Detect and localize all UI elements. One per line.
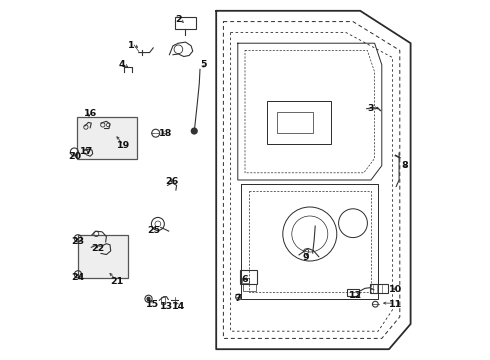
Bar: [347, 289, 360, 296]
Text: 3: 3: [368, 104, 374, 112]
Bar: [370, 284, 388, 293]
Bar: [175, 17, 196, 29]
Text: 11: 11: [389, 300, 402, 309]
Text: 23: 23: [72, 237, 85, 246]
Text: 9: 9: [303, 253, 309, 262]
Text: 5: 5: [200, 60, 206, 69]
Bar: [240, 270, 257, 284]
Bar: [242, 278, 249, 283]
Circle shape: [147, 297, 150, 300]
Bar: [243, 284, 256, 291]
Circle shape: [192, 128, 197, 134]
Text: 21: 21: [110, 277, 123, 286]
Text: 13: 13: [160, 302, 173, 311]
Text: 6: 6: [242, 274, 248, 284]
Text: 22: 22: [91, 244, 104, 253]
Text: 24: 24: [72, 274, 85, 282]
Text: 26: 26: [165, 177, 178, 186]
Bar: [161, 297, 166, 304]
Text: 19: 19: [117, 141, 130, 150]
Text: 17: 17: [80, 147, 94, 156]
Text: 4: 4: [119, 60, 125, 69]
Bar: [78, 235, 128, 278]
Bar: [76, 117, 137, 159]
Text: 2: 2: [175, 15, 181, 24]
Text: 8: 8: [402, 161, 408, 170]
Text: 14: 14: [172, 302, 185, 311]
Text: 12: 12: [349, 292, 363, 300]
Text: 15: 15: [147, 300, 159, 309]
Text: 1: 1: [128, 40, 135, 49]
Text: 10: 10: [389, 285, 402, 294]
Bar: [267, 101, 331, 144]
Text: 20: 20: [68, 152, 81, 161]
Text: 25: 25: [147, 226, 160, 235]
Bar: [277, 112, 314, 133]
Text: 7: 7: [234, 294, 241, 303]
Text: 18: 18: [159, 129, 172, 138]
Text: 16: 16: [84, 109, 97, 118]
